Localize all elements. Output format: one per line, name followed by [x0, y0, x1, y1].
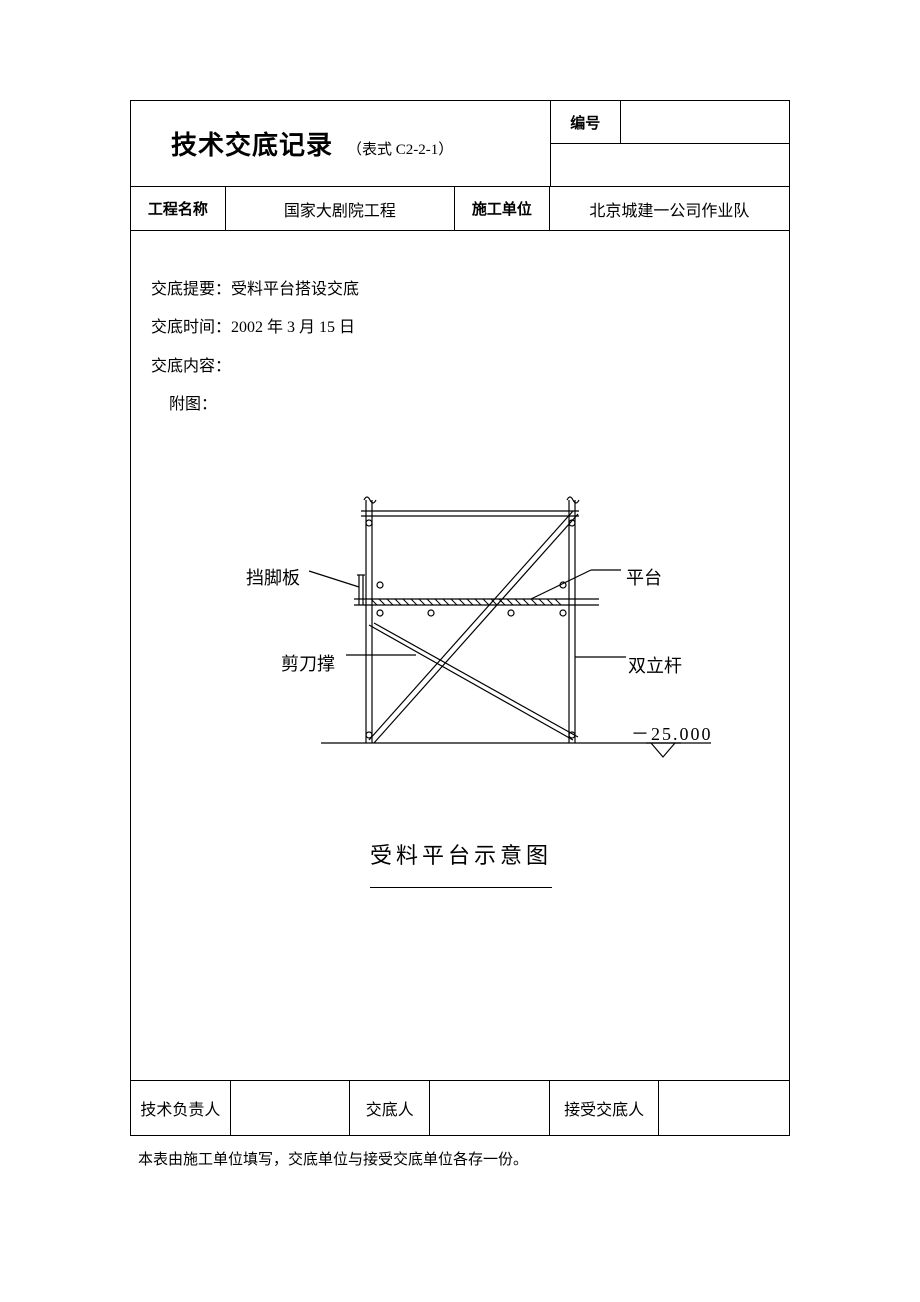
label-platform: 平台	[626, 557, 662, 600]
number-blank	[551, 144, 789, 186]
body-label: 交底内容：	[151, 348, 769, 386]
form-frame: 技术交底记录 （表式 C2-2-1） 编号 工程名称 国家大剧院工程 施工单位 …	[130, 100, 790, 1136]
header-row: 技术交底记录 （表式 C2-2-1） 编号	[131, 101, 789, 187]
date-label: 交底时间：	[151, 319, 231, 336]
project-value: 国家大剧院工程	[226, 187, 455, 230]
tech-lead-value	[231, 1081, 351, 1135]
label-footboard: 挡脚板	[246, 557, 300, 600]
label-elevation: －25.000	[631, 713, 713, 756]
receiver-value	[659, 1081, 789, 1135]
header-title-cell: 技术交底记录 （表式 C2-2-1）	[131, 101, 550, 186]
diagram: 挡脚板 平台 剪刀撑 双立杆 －25.000 受料平台示意图	[151, 465, 771, 865]
content-area: 交底提要：受料平台搭设交底 交底时间：2002 年 3 月 15 日 交底内容：…	[131, 231, 789, 1081]
form-title: 技术交底记录	[171, 125, 333, 162]
number-value	[621, 101, 789, 143]
label-double-pole: 双立杆	[628, 645, 682, 688]
unit-value: 北京城建一公司作业队	[550, 187, 789, 230]
number-label: 编号	[551, 101, 621, 143]
info-row: 工程名称 国家大剧院工程 施工单位 北京城建一公司作业队	[131, 187, 789, 231]
header-number-block: 编号	[550, 101, 789, 186]
attachment-label: 附图：	[151, 386, 769, 424]
diagram-caption: 受料平台示意图	[151, 830, 771, 888]
receiver-label: 接受交底人	[550, 1081, 660, 1135]
unit-label: 施工单位	[455, 187, 550, 230]
project-label: 工程名称	[131, 187, 226, 230]
discloser-label: 交底人	[350, 1081, 430, 1135]
tech-lead-label: 技术负责人	[131, 1081, 231, 1135]
summary-line: 交底提要：受料平台搭设交底	[151, 271, 769, 309]
discloser-value	[430, 1081, 550, 1135]
summary-value: 受料平台搭设交底	[231, 281, 359, 298]
form-code: （表式 C2-2-1）	[347, 138, 453, 159]
date-line: 交底时间：2002 年 3 月 15 日	[151, 309, 769, 347]
label-scissor: 剪刀撑	[281, 643, 335, 686]
caption-text: 受料平台示意图	[370, 830, 552, 888]
footnote: 本表由施工单位填写，交底单位与接受交底单位各存一份。	[138, 1148, 790, 1169]
summary-label: 交底提要：	[151, 281, 231, 298]
footer-row: 技术负责人 交底人 接受交底人	[131, 1081, 789, 1135]
date-value: 2002 年 3 月 15 日	[231, 319, 355, 336]
